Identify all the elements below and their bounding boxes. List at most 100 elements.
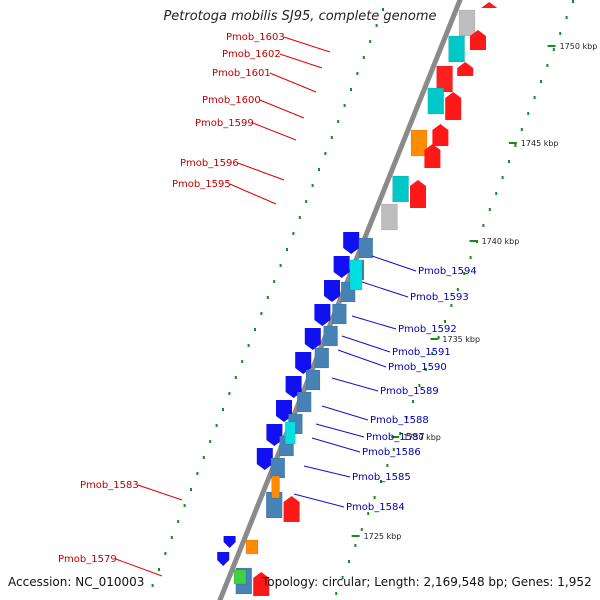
leader-line xyxy=(279,53,323,69)
gene-block xyxy=(296,391,312,413)
leader-line xyxy=(311,437,361,453)
leader-line xyxy=(115,558,163,577)
tick-mark xyxy=(266,296,269,299)
tick-mark xyxy=(369,40,372,43)
reverse-arrow xyxy=(343,232,360,254)
tick-mark xyxy=(311,184,314,187)
gene-block xyxy=(436,65,453,93)
reverse-gene-label: Pmob_1584 xyxy=(346,502,405,513)
tick-mark xyxy=(341,576,344,579)
tick-mark xyxy=(412,400,414,403)
reverse-gene-label: Pmob_1585 xyxy=(352,472,411,483)
forward-gene-label: Pmob_1596 xyxy=(180,158,239,169)
tick-mark xyxy=(405,416,408,419)
leader-line xyxy=(341,335,391,353)
gene-block xyxy=(358,237,374,259)
kbp-label: 1725 kbp xyxy=(364,532,402,541)
tick-mark xyxy=(222,408,224,411)
leader-line xyxy=(137,484,183,501)
tick-mark xyxy=(469,256,472,259)
leader-line xyxy=(303,465,351,478)
gene-block xyxy=(349,259,363,291)
tick-mark xyxy=(215,424,218,427)
tick-mark xyxy=(183,504,186,507)
forward-gene-label: Pmob_1601 xyxy=(212,68,271,79)
leader-line xyxy=(259,99,305,119)
tick-mark xyxy=(335,592,338,595)
genome-title: Petrotoga mobilis SJ95, complete genome xyxy=(163,9,437,24)
gene-block xyxy=(323,325,338,347)
reverse-arrow xyxy=(256,448,273,470)
gene-block xyxy=(245,539,259,555)
tick-mark xyxy=(348,560,350,563)
reverse-arrow xyxy=(276,400,292,422)
tick-mark xyxy=(386,464,389,467)
gene-block xyxy=(271,475,280,499)
leader-line xyxy=(237,162,285,181)
tick-mark xyxy=(450,304,453,307)
tick-mark xyxy=(456,288,459,291)
tick-mark xyxy=(431,352,434,355)
leader-line xyxy=(283,36,331,53)
forward-arrow xyxy=(253,572,270,596)
kbp-label: 1750 kbp xyxy=(560,42,598,51)
tick-mark xyxy=(209,440,212,443)
reverse-gene-label: Pmob_1592 xyxy=(398,324,457,335)
gene-block xyxy=(314,347,330,369)
tick-mark xyxy=(286,248,288,251)
forward-gene-label: Pmob_1579 xyxy=(58,554,117,565)
tick-mark xyxy=(196,472,199,475)
tick-mark xyxy=(170,536,173,539)
tick-mark xyxy=(463,272,466,275)
tick-mark xyxy=(533,96,536,99)
tick-mark xyxy=(495,192,498,195)
leader-line xyxy=(252,122,297,141)
forward-gene-label: Pmob_1583 xyxy=(80,480,139,491)
accession-label: Accession: NC_010003 xyxy=(8,575,145,589)
tick-mark xyxy=(540,80,542,83)
leader-line xyxy=(293,493,345,508)
tick-mark xyxy=(501,176,504,179)
tick-mark xyxy=(488,208,491,211)
reverse-arrow xyxy=(295,352,312,374)
tick-mark xyxy=(552,48,555,51)
reverse-gene-label: Pmob_1590 xyxy=(388,362,447,373)
forward-arrow xyxy=(457,62,474,76)
tick-mark xyxy=(292,232,295,235)
reverse-gene-label: Pmob_1588 xyxy=(370,415,429,426)
gene-block xyxy=(458,9,476,37)
tick-mark xyxy=(202,456,205,459)
tick-mark xyxy=(559,32,562,35)
leader-line xyxy=(315,423,365,438)
gene-block xyxy=(448,35,465,63)
tick-mark xyxy=(520,128,523,131)
kbp-label: 1730 kbp xyxy=(403,433,441,442)
tick-mark xyxy=(254,328,256,331)
tick-mark xyxy=(514,144,517,147)
reverse-gene-label: Pmob_1591 xyxy=(392,347,451,358)
reverse-gene-label: Pmob_1594 xyxy=(418,266,477,277)
gene-block xyxy=(270,457,286,479)
forward-gene-label: Pmob_1595 xyxy=(172,179,231,190)
reverse-arrow xyxy=(324,280,340,302)
forward-arrow xyxy=(470,30,486,50)
forward-gene-label: Pmob_1600 xyxy=(202,95,261,106)
forward-arrow xyxy=(283,496,300,522)
reverse-arrow xyxy=(223,536,236,548)
gene-block xyxy=(427,87,445,115)
forward-gene-label: Pmob_1602 xyxy=(222,49,281,60)
tick-mark xyxy=(360,528,363,531)
kbp-label: 1745 kbp xyxy=(521,139,559,148)
forward-arrow xyxy=(424,144,441,168)
kbp-label: 1740 kbp xyxy=(482,237,520,246)
reverse-arrow xyxy=(304,328,321,350)
tick-mark xyxy=(260,312,263,315)
leader-line xyxy=(351,315,397,330)
tick-mark xyxy=(324,152,327,155)
tick-mark xyxy=(151,584,154,587)
tick-mark xyxy=(158,568,160,571)
tick-mark xyxy=(356,72,359,75)
tick-mark xyxy=(508,160,510,163)
gene-block xyxy=(392,175,409,203)
tick-mark xyxy=(354,544,357,547)
